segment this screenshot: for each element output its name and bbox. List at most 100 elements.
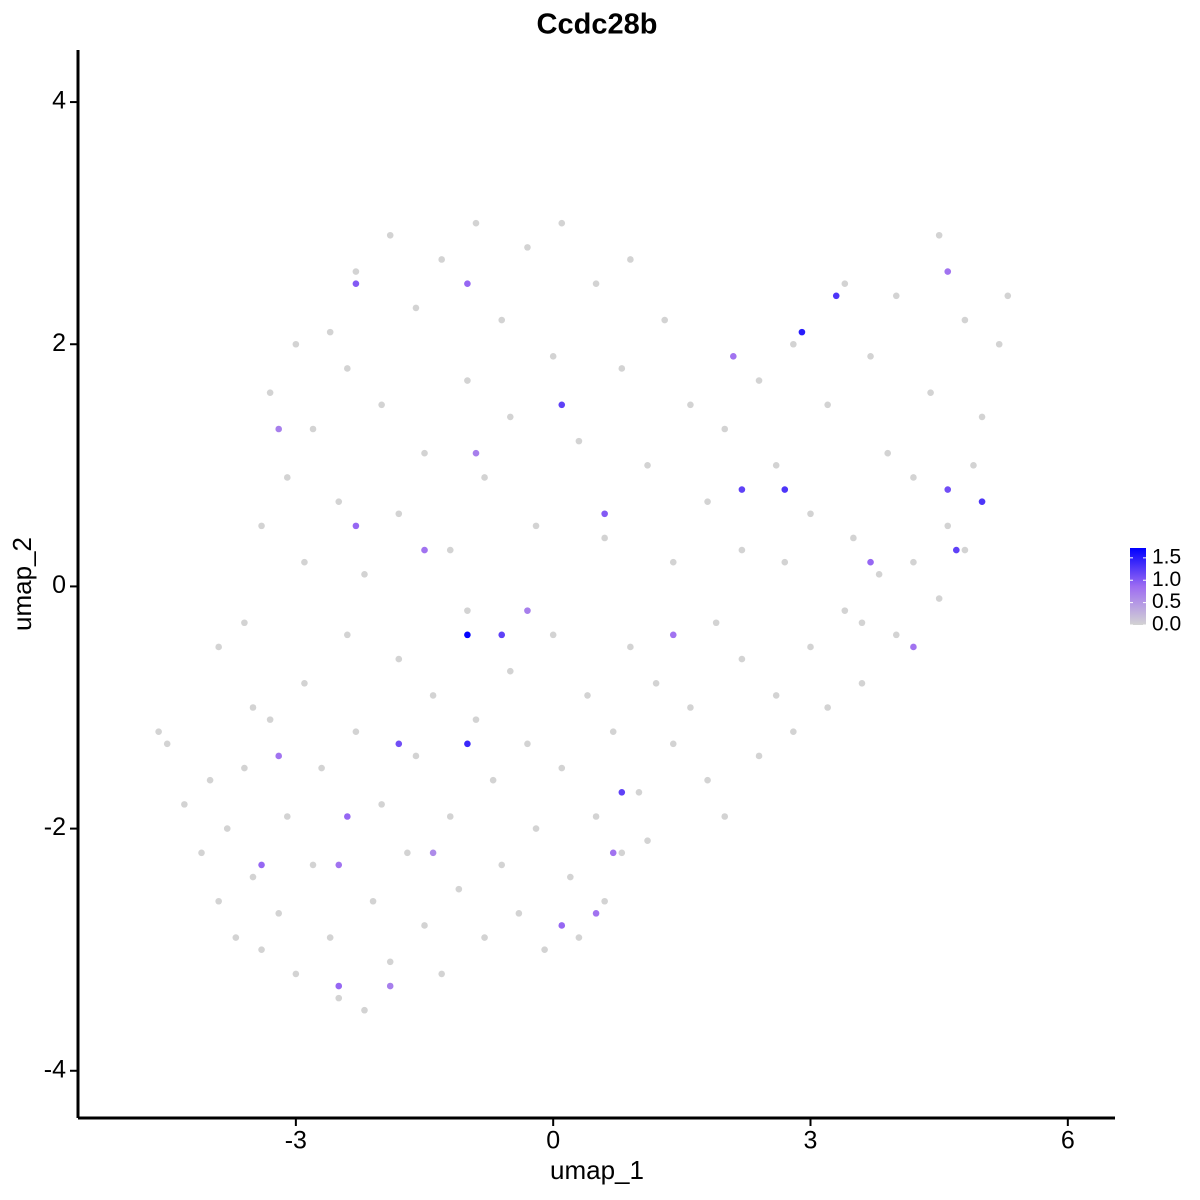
point	[738, 546, 746, 554]
point	[318, 764, 325, 772]
point	[584, 692, 591, 699]
point	[995, 340, 1003, 348]
x-axis-label: umap_1	[550, 1155, 644, 1185]
point	[395, 740, 403, 748]
point	[738, 486, 746, 493]
point	[369, 897, 377, 905]
point	[601, 510, 608, 518]
point	[498, 631, 506, 639]
point	[309, 861, 317, 869]
point	[292, 340, 300, 348]
point	[481, 474, 488, 481]
point	[378, 801, 385, 808]
point	[532, 522, 540, 530]
point	[687, 401, 694, 409]
point	[258, 522, 265, 530]
point	[301, 679, 308, 687]
point	[352, 728, 360, 736]
point	[335, 982, 343, 990]
point	[609, 728, 617, 736]
point	[421, 922, 428, 929]
point	[481, 934, 488, 941]
point	[464, 377, 471, 384]
point	[798, 328, 806, 336]
point	[429, 692, 437, 699]
point	[326, 934, 334, 941]
point	[232, 934, 240, 941]
point	[910, 558, 917, 566]
point	[910, 474, 917, 481]
point	[661, 316, 668, 324]
point	[781, 486, 789, 493]
point	[867, 558, 874, 566]
point	[627, 643, 634, 651]
point	[567, 873, 574, 881]
point	[309, 425, 317, 433]
point	[524, 244, 531, 251]
point	[404, 849, 411, 857]
point	[241, 619, 248, 627]
point	[181, 801, 188, 808]
point	[361, 1006, 368, 1014]
point	[386, 958, 394, 966]
point	[352, 280, 360, 288]
point	[558, 401, 566, 409]
point	[549, 353, 557, 360]
y-tick-label: -2	[44, 813, 66, 841]
y-tick-label: 2	[52, 329, 66, 357]
point	[163, 740, 171, 748]
point	[669, 558, 677, 566]
point	[464, 740, 471, 748]
point	[858, 679, 866, 687]
point	[884, 449, 892, 457]
point	[335, 498, 343, 505]
point	[395, 510, 403, 518]
point	[738, 655, 746, 663]
point	[601, 534, 608, 542]
point	[215, 897, 222, 905]
y-axis-label: umap_2	[7, 537, 37, 631]
point	[841, 607, 849, 614]
point	[575, 437, 583, 445]
point	[978, 498, 986, 505]
point	[927, 389, 934, 396]
point	[438, 970, 445, 978]
point	[292, 970, 300, 978]
point	[412, 304, 420, 312]
point	[446, 546, 454, 554]
point	[730, 353, 737, 360]
point	[446, 813, 454, 820]
point	[892, 292, 900, 300]
color-tick-label: 1.0	[1152, 568, 1181, 591]
point	[558, 922, 566, 929]
x-tick-label: 0	[546, 1127, 560, 1155]
point	[1004, 292, 1012, 300]
color-bar	[1130, 548, 1146, 625]
point	[781, 558, 789, 566]
point	[275, 752, 283, 760]
point	[807, 510, 814, 518]
point	[335, 994, 343, 1002]
point	[532, 825, 540, 832]
point	[275, 910, 283, 917]
point	[575, 934, 583, 941]
point	[832, 292, 840, 300]
point	[283, 813, 291, 820]
point	[198, 849, 205, 857]
point	[721, 813, 729, 820]
point	[790, 728, 797, 736]
point	[652, 679, 660, 687]
point	[223, 825, 231, 832]
point	[627, 256, 634, 263]
point	[421, 449, 428, 457]
point	[944, 268, 952, 275]
point	[266, 389, 274, 396]
point	[541, 946, 548, 953]
point	[352, 522, 360, 530]
point	[558, 219, 566, 227]
point	[961, 316, 969, 324]
point	[609, 849, 617, 857]
x-tick-label: 3	[804, 1127, 818, 1155]
point	[755, 377, 763, 384]
